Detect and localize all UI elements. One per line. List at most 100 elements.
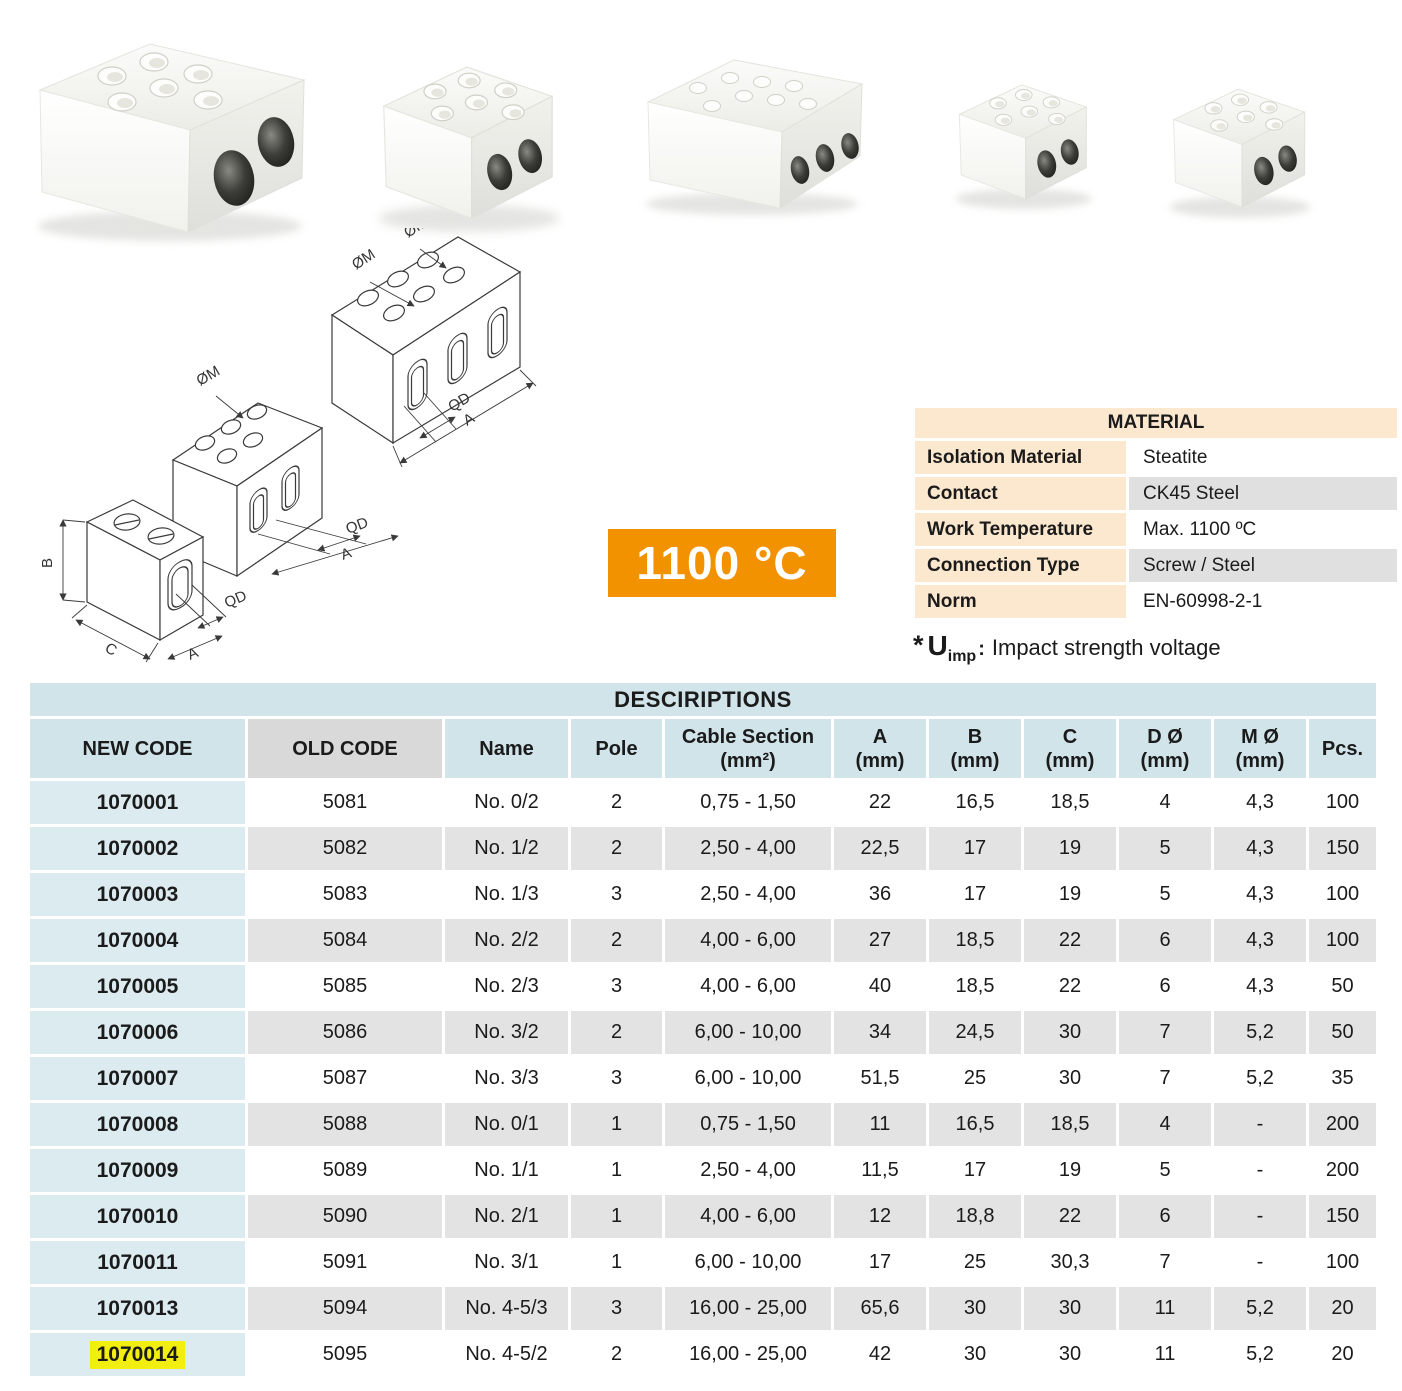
table-cell: 36 [834, 873, 926, 916]
dim-label-a: A [460, 410, 477, 430]
dim-label-qd: QD [344, 514, 371, 538]
table-cell: 6,00 - 10,00 [665, 1057, 831, 1100]
new-code-cell: 1070004 [30, 919, 245, 962]
table-cell: 7 [1119, 1057, 1211, 1100]
dim-label-qd: QD [222, 587, 250, 612]
note-text: Impact strength voltage [991, 635, 1221, 660]
terminal-block-photo-2 [379, 67, 560, 232]
table-cell: No. 2/2 [445, 919, 568, 962]
table-cell: 30 [929, 1287, 1021, 1330]
table-cell: 5084 [248, 919, 442, 962]
table-cell: 11,5 [834, 1149, 926, 1192]
table-cell: 5082 [248, 827, 442, 870]
table-cell: 4,00 - 6,00 [665, 965, 831, 1008]
table-cell: 51,5 [834, 1057, 926, 1100]
material-row-value: Steatite [1129, 441, 1397, 474]
table-cell: 5,2 [1214, 1287, 1306, 1330]
table-cell: 24,5 [929, 1011, 1021, 1054]
table-cell: 100 [1309, 781, 1376, 824]
table-cell: 25 [929, 1241, 1021, 1284]
material-row-value: Max. 1100 ºC [1129, 513, 1397, 546]
table-cell: 0,75 - 1,50 [665, 1103, 831, 1146]
new-code-cell: 1070002 [30, 827, 245, 870]
table-cell: 30,3 [1024, 1241, 1116, 1284]
new-code-cell: 1070010 [30, 1195, 245, 1238]
table-cell: 1 [571, 1149, 662, 1192]
column-header: NEW CODE [30, 719, 245, 778]
product-photos [38, 43, 1402, 241]
new-code-cell: 1070005 [30, 965, 245, 1008]
table-cell: 4 [1119, 781, 1211, 824]
terminal-block-photo-5 [1170, 89, 1311, 217]
table-cell: 35 [1309, 1057, 1376, 1100]
table-cell: No. 2/1 [445, 1195, 568, 1238]
new-code-cell: 1070013 [30, 1287, 245, 1330]
column-header: Pole [571, 719, 662, 778]
table-cell: 6 [1119, 919, 1211, 962]
table-cell: No. 1/2 [445, 827, 568, 870]
table-cell: 17 [929, 827, 1021, 870]
material-table-title: MATERIAL [915, 408, 1397, 438]
table-cell: 12 [834, 1195, 926, 1238]
table-cell: 2 [571, 1333, 662, 1376]
table-cell: 4,3 [1214, 827, 1306, 870]
table-cell: 100 [1309, 873, 1376, 916]
table-cell: 0,75 - 1,50 [665, 781, 831, 824]
table-cell: 5085 [248, 965, 442, 1008]
note-asterisk: * [913, 630, 924, 660]
table-cell: 17 [929, 1149, 1021, 1192]
table-cell: 11 [834, 1103, 926, 1146]
material-row-value: EN-60998-2-1 [1129, 585, 1397, 618]
table-cell: 3 [571, 873, 662, 916]
table-cell: 5086 [248, 1011, 442, 1054]
table-cell: No. 4-5/2 [445, 1333, 568, 1376]
table-cell: No. 3/1 [445, 1241, 568, 1284]
table-cell: 30 [1024, 1333, 1116, 1376]
material-row-label: Norm [915, 585, 1126, 618]
table-cell: 100 [1309, 919, 1376, 962]
table-cell: No. 4-5/3 [445, 1287, 568, 1330]
table-cell: 5083 [248, 873, 442, 916]
table-cell: 1 [571, 1195, 662, 1238]
table-cell: 30 [1024, 1057, 1116, 1100]
table-cell: 2 [571, 919, 662, 962]
terminal-block-photo-3 [646, 59, 864, 215]
new-code-cell: 1070006 [30, 1011, 245, 1054]
table-cell: 5,2 [1214, 1057, 1306, 1100]
terminal-block-photo-4 [956, 85, 1092, 209]
dim-label-om: ØM [194, 363, 223, 390]
new-code-cell: 1070007 [30, 1057, 245, 1100]
table-cell: 7 [1119, 1241, 1211, 1284]
material-row-value: Screw / Steel [1129, 549, 1397, 582]
table-cell: 3 [571, 1057, 662, 1100]
table-cell: 4,3 [1214, 873, 1306, 916]
table-cell: 2,50 - 4,00 [665, 1149, 831, 1192]
table-cell: 16,00 - 25,00 [665, 1333, 831, 1376]
table-cell: No. 3/3 [445, 1057, 568, 1100]
table-cell: 5,2 [1214, 1011, 1306, 1054]
table-cell: 11 [1119, 1287, 1211, 1330]
drawing-block-3pole: ØM ØM QD A [330, 228, 537, 468]
column-header: D Ø (mm) [1119, 719, 1211, 778]
table-cell: 5095 [248, 1333, 442, 1376]
new-code-cell: 1070009 [30, 1149, 245, 1192]
table-cell: 11 [1119, 1333, 1211, 1376]
note-subscript: imp [947, 648, 977, 665]
material-row-label: Isolation Material [915, 441, 1126, 474]
column-header: Pcs. [1309, 719, 1376, 778]
table-cell: No. 1/1 [445, 1149, 568, 1192]
column-header: A (mm) [834, 719, 926, 778]
column-header: Name [445, 719, 568, 778]
table-cell: 5094 [248, 1287, 442, 1330]
column-header: M Ø (mm) [1214, 719, 1306, 778]
table-cell: 4,3 [1214, 965, 1306, 1008]
table-cell: 30 [1024, 1287, 1116, 1330]
table-cell: 18,5 [929, 965, 1021, 1008]
table-cell: 2,50 - 4,00 [665, 873, 831, 916]
table-cell: 42 [834, 1333, 926, 1376]
dim-label-om: ØM [349, 246, 379, 273]
table-cell: 200 [1309, 1149, 1376, 1192]
table-cell: 7 [1119, 1011, 1211, 1054]
table-cell: 50 [1309, 1011, 1376, 1054]
